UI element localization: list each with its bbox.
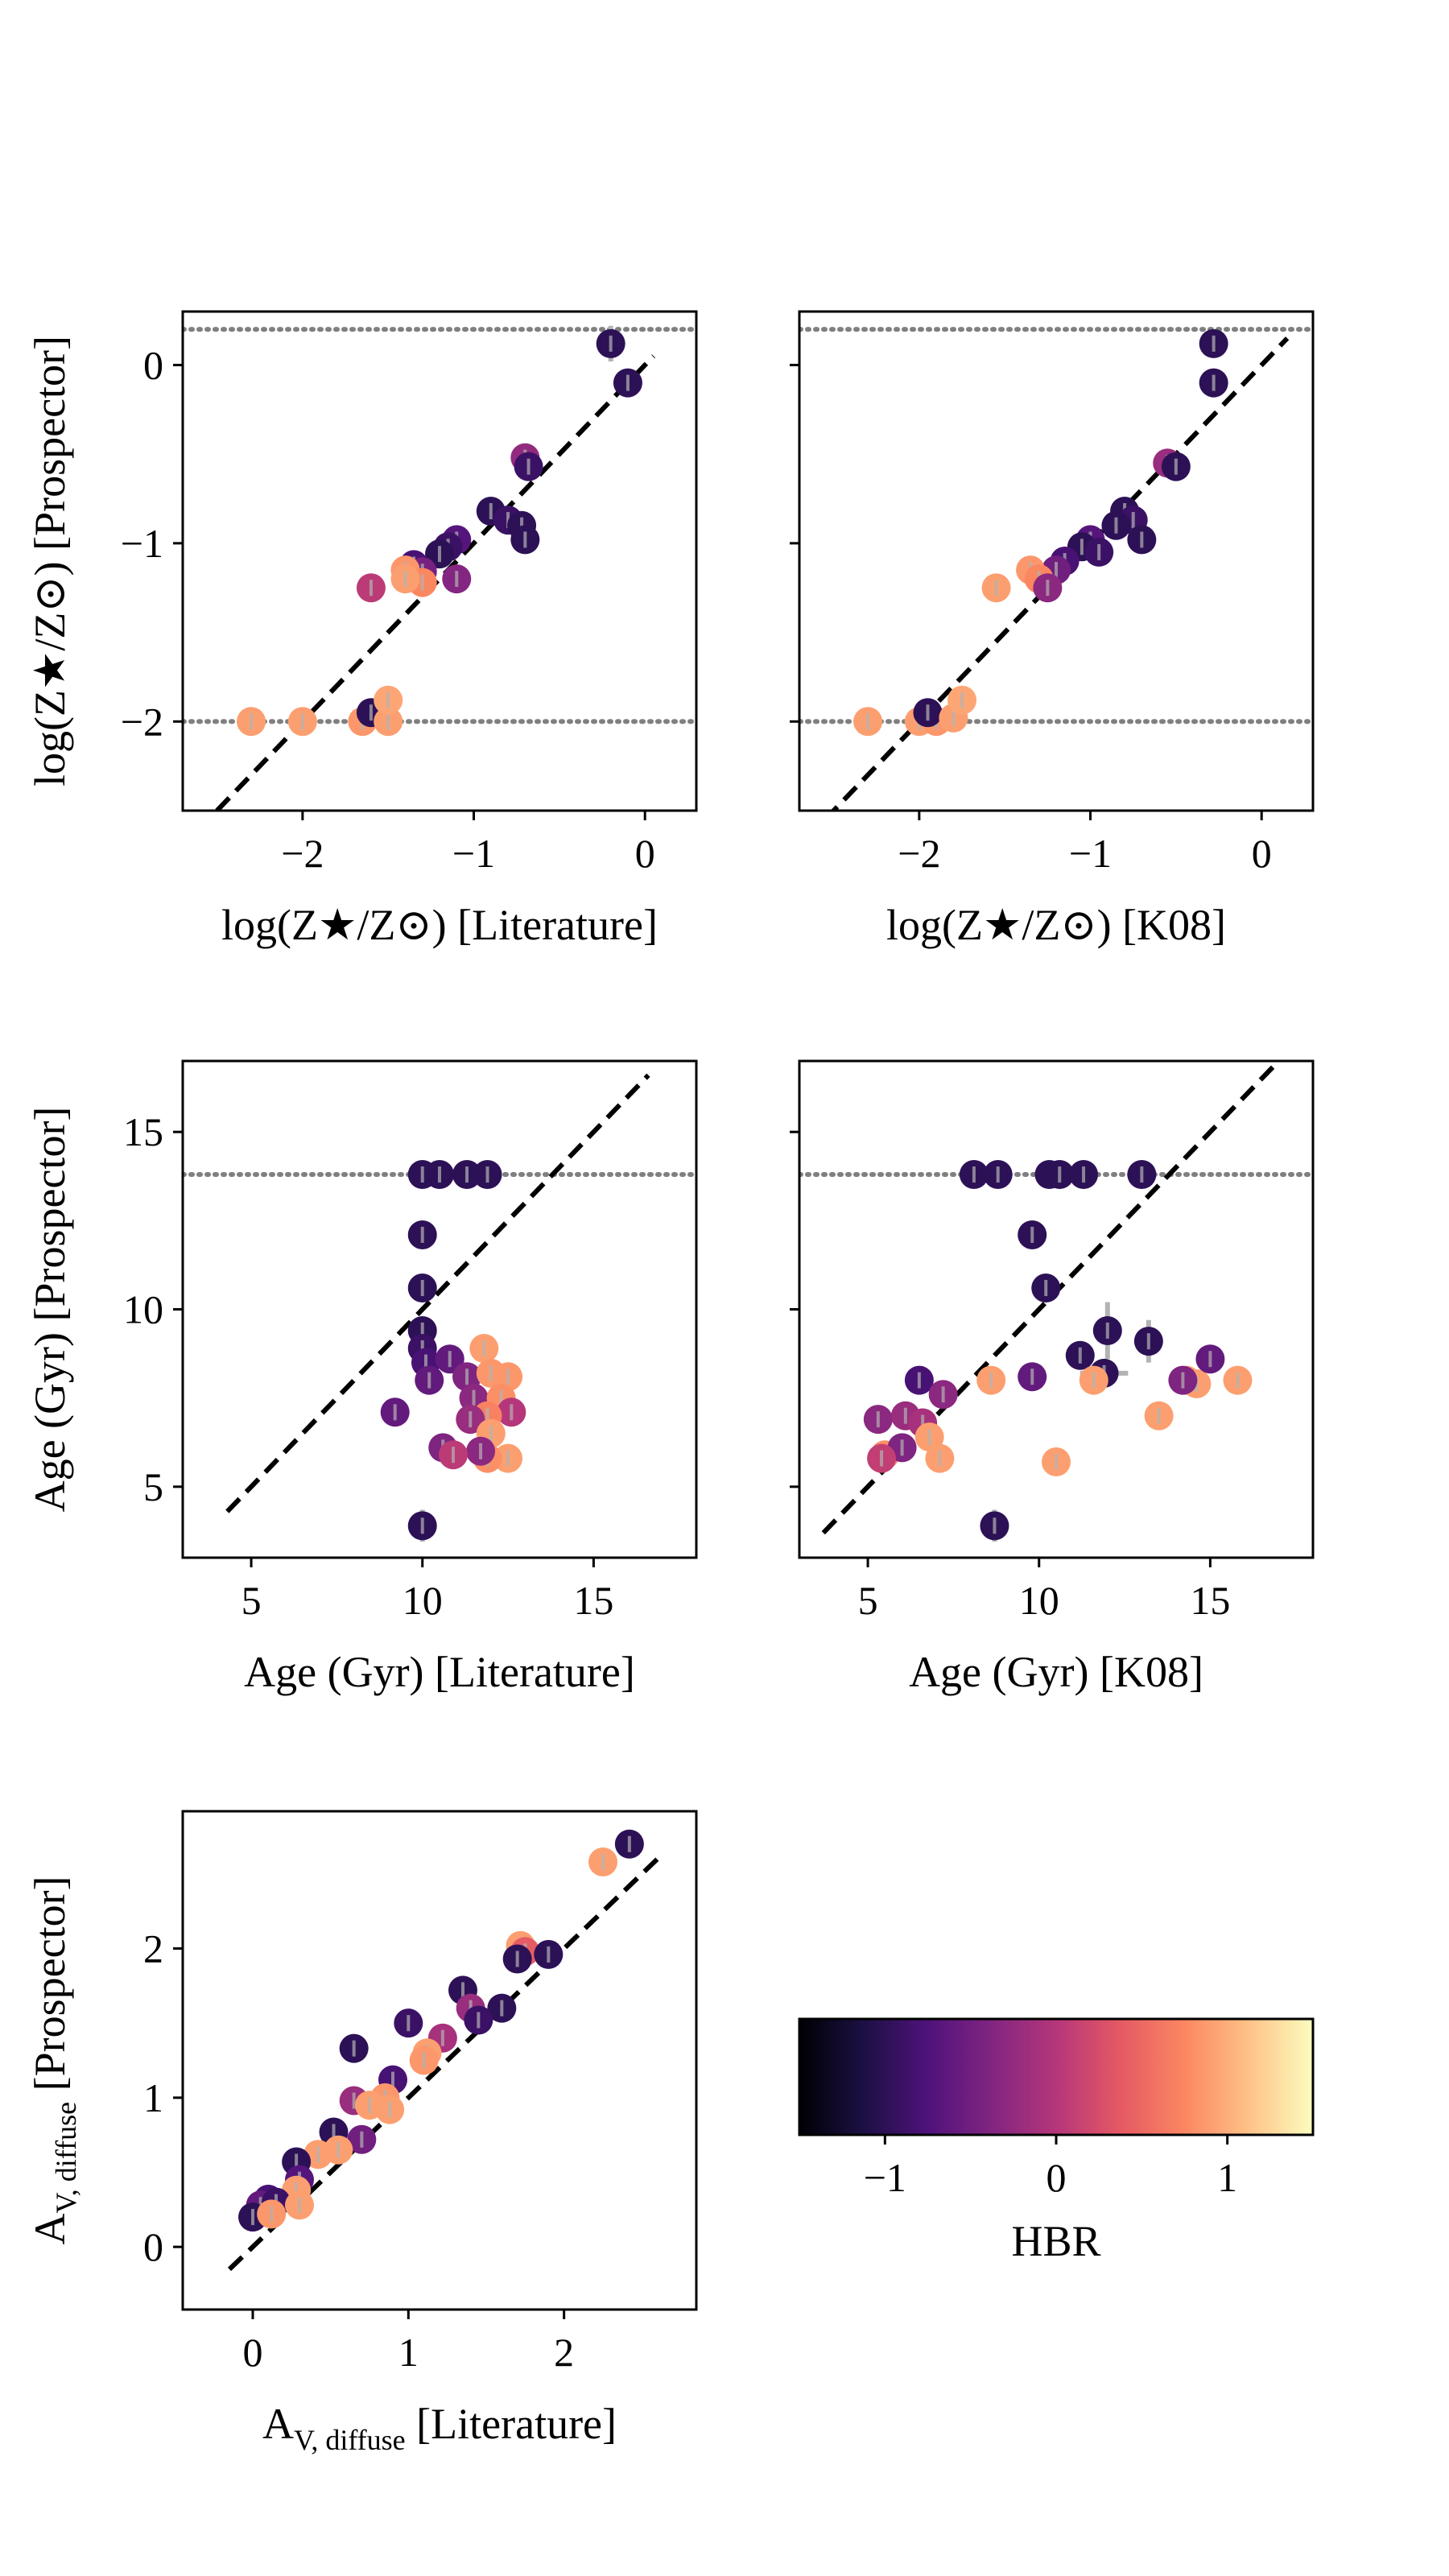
axes-frame <box>798 1059 1315 1559</box>
axes-frame <box>181 310 698 812</box>
panel-age_k08: 5 10 15 Age (Gyr) [K08] <box>790 1059 1315 1696</box>
colorbar-tick-label: 0 <box>1046 2155 1067 2200</box>
axes-frame <box>181 1810 698 2311</box>
x-tick-label: 5 <box>858 1578 878 1623</box>
x-tick-label: 5 <box>242 1578 262 1623</box>
x-tick-label: −2 <box>281 831 324 876</box>
y-tick-label: 0 <box>143 2224 163 2269</box>
plot-area <box>227 1829 659 2272</box>
plot-area <box>799 1061 1313 1542</box>
x-tick-label: 15 <box>1190 1578 1230 1623</box>
y-tick-label: −1 <box>121 521 163 566</box>
panel-metallicity_k08: −2 −1 0 log(Z★/Z⊙) [K08] <box>790 310 1315 949</box>
plot-area <box>183 1073 696 1542</box>
x-tick-label: −1 <box>452 831 495 876</box>
y-tick-label: 2 <box>143 1926 163 1971</box>
y-tick-label: 15 <box>123 1109 163 1154</box>
x-axis-label: AV, diffuse [Literature] <box>262 2400 617 2456</box>
x-tick-label: 1 <box>398 2330 419 2375</box>
panel-age_literature: 5 10 15 5 10 15 Age (Gyr) [Literature] Age (Gyr… <box>26 1059 698 1696</box>
axes-frame <box>798 310 1315 812</box>
x-tick-label: 15 <box>573 1578 613 1623</box>
one-to-one-line <box>225 1073 650 1513</box>
colorbar-gradient <box>798 2017 1315 2136</box>
y-axis-label: log(Z★/Z⊙) [Prospector] <box>26 336 74 786</box>
x-tick-label: 2 <box>554 2330 574 2375</box>
y-tick-label: −2 <box>121 699 163 744</box>
x-tick-label: −1 <box>1069 831 1112 876</box>
axis-label-subscript: V, diffuse <box>50 2102 82 2214</box>
x-axis-label: log(Z★/Z⊙) [K08] <box>886 901 1226 949</box>
colorbar-label: HBR <box>1011 2217 1100 2265</box>
x-tick-label: 0 <box>635 831 655 876</box>
y-tick-label: 5 <box>143 1464 163 1509</box>
x-axis-label: Age (Gyr) [K08] <box>909 1648 1203 1696</box>
y-axis-label: Age (Gyr) [Prospector] <box>26 1107 74 1513</box>
axes-frame <box>181 1059 698 1559</box>
axis-label-base: A <box>262 2400 294 2448</box>
y-axis-label: AV, diffuse [Prospector] <box>26 1876 82 2244</box>
x-axis-label: log(Z★/Z⊙) [Literature] <box>221 901 658 949</box>
colorbar-tick-label: −1 <box>864 2155 906 2200</box>
plot-area <box>183 325 696 811</box>
x-tick-label: 10 <box>402 1578 443 1623</box>
y-tick-label: 0 <box>143 342 163 387</box>
axis-label-suffix: [Prospector] <box>26 1876 74 2101</box>
axis-label-subscript: V, diffuse <box>294 2424 406 2456</box>
colorbar: −1 0 1 HBR <box>798 2017 1315 2265</box>
x-tick-label: 10 <box>1019 1578 1059 1623</box>
axis-label-suffix: [Literature] <box>406 2400 617 2448</box>
x-axis-label: Age (Gyr) [Literature] <box>244 1648 635 1696</box>
colorbar-tick-label: 1 <box>1217 2155 1237 2200</box>
plot-area <box>799 327 1313 811</box>
axis-label-base: A <box>26 2214 74 2245</box>
y-tick-label: 1 <box>143 2075 163 2120</box>
x-tick-label: 0 <box>1252 831 1272 876</box>
panel-metallicity_literature: −2 −1 0 −2 −1 0 log(Z★/Z⊙) [Literature] log(Z★/… <box>26 310 698 949</box>
x-tick-label: 0 <box>243 2330 263 2375</box>
y-tick-label: 10 <box>123 1287 163 1332</box>
x-tick-label: −2 <box>898 831 940 876</box>
